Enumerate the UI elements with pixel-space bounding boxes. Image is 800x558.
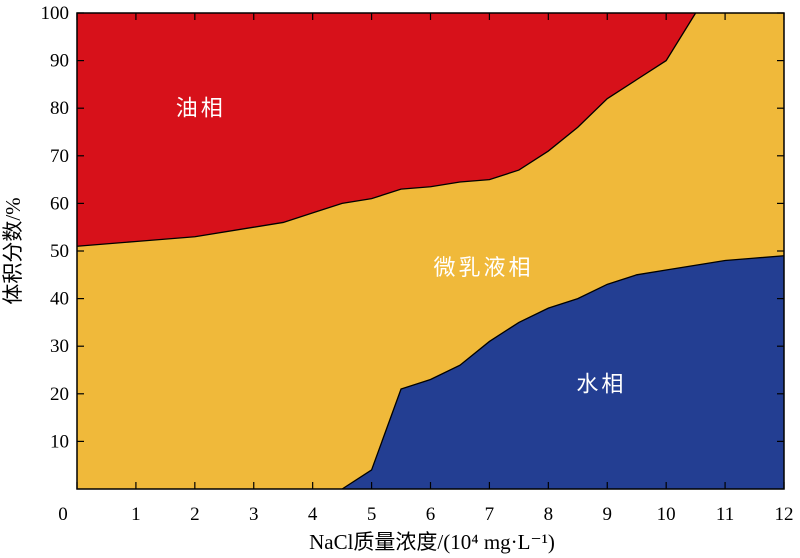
axis-ticks — [76, 12, 785, 489]
x-tick-label: 4 — [308, 504, 318, 525]
y-tick-label: 70 — [50, 146, 69, 167]
y-tick-label: 10 — [50, 431, 69, 452]
x-tick-label: 2 — [190, 504, 200, 525]
x-tick-label: 6 — [426, 504, 436, 525]
water-boundary-line — [341, 255, 785, 490]
x-tick-label: 10 — [657, 504, 676, 525]
y-tick-label: 80 — [50, 98, 69, 119]
x-tick-label: 11 — [716, 504, 734, 525]
y-tick-label: 100 — [41, 3, 70, 24]
phase-boundaries — [76, 12, 785, 490]
region-label: 油相 — [176, 96, 226, 121]
y-tick-label: 90 — [50, 51, 69, 72]
y-tick-label: 40 — [50, 289, 69, 310]
region-label: 水相 — [576, 372, 626, 397]
oil-boundary-line — [76, 12, 697, 247]
y-tick-label: 30 — [50, 336, 69, 357]
y-tick-label: 20 — [50, 384, 69, 405]
x-tick-label: 5 — [367, 504, 377, 525]
x-tick-label: 8 — [544, 504, 554, 525]
x-tick-label: 0 — [58, 504, 68, 525]
x-tick-label: 9 — [603, 504, 613, 525]
y-tick-label: 50 — [50, 241, 69, 262]
x-axis-title: NaCl质量浓度/(10⁴ mg·L⁻¹) — [309, 530, 555, 554]
x-tick-label: 7 — [485, 504, 495, 525]
x-tick-label: 12 — [775, 504, 794, 525]
y-tick-label: 60 — [50, 193, 69, 214]
oil-phase-region — [77, 13, 784, 247]
region-label: 微乳液相 — [434, 256, 534, 281]
water-phase-region — [342, 255, 784, 489]
y-axis-title: 体积分数/% — [1, 197, 25, 304]
x-tick-label: 3 — [249, 504, 259, 525]
phase-regions — [77, 13, 784, 489]
x-tick-label: 1 — [131, 504, 141, 525]
